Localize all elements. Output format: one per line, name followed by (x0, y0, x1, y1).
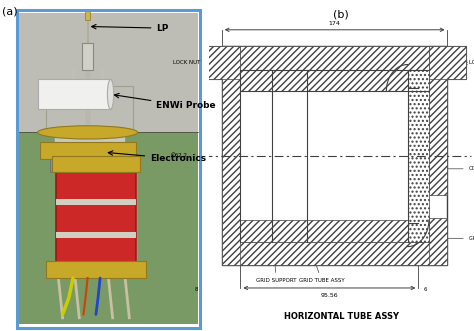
Text: GRID & COLLECTOR SUPPORT: GRID & COLLECTOR SUPPORT (414, 236, 474, 241)
Bar (46, 86, 134, 132)
Text: ARRCSTOR FOR COLLECTOR: ARRCSTOR FOR COLLECTOR (320, 57, 397, 67)
Bar (56, 232, 136, 238)
Text: GRID SUPPORT: GRID SUPPORT (256, 242, 297, 283)
Ellipse shape (37, 126, 137, 139)
Bar (56, 166, 136, 265)
Bar (222, 46, 447, 70)
Text: LP: LP (91, 24, 169, 33)
Text: 8: 8 (194, 287, 198, 292)
Text: LOCK NUT: LOCK NUT (173, 60, 201, 66)
Bar (52, 156, 140, 172)
Bar (17, 10, 200, 328)
Bar (40, 142, 136, 159)
Text: HORIZONTAL TUBE ASSY: HORIZONTAL TUBE ASSY (284, 312, 399, 321)
Bar (19, 13, 198, 132)
Text: (a): (a) (2, 7, 18, 17)
Text: (b): (b) (333, 10, 349, 20)
Bar (19, 132, 198, 324)
Text: ∅62.2: ∅62.2 (170, 153, 187, 158)
Bar (429, 46, 447, 195)
Ellipse shape (108, 79, 114, 109)
Bar (50, 146, 125, 172)
Bar (240, 70, 429, 91)
Bar (429, 218, 447, 265)
Bar (222, 46, 240, 265)
Bar (222, 242, 447, 265)
Bar (222, 46, 447, 265)
Text: 95.56: 95.56 (320, 293, 338, 298)
Bar (82, 43, 93, 70)
Text: GRID TUBE ASSY: GRID TUBE ASSY (299, 242, 345, 283)
Text: COLLECTOR: COLLECTOR (422, 166, 474, 171)
Bar (37, 79, 110, 109)
Bar (429, 46, 466, 79)
Bar (56, 199, 136, 205)
Text: 6: 6 (424, 287, 427, 292)
Bar (46, 261, 146, 278)
Bar (203, 46, 240, 79)
Bar (203, 46, 240, 79)
Text: ENWi Probe: ENWi Probe (115, 93, 216, 111)
Bar (54, 129, 125, 149)
Bar (85, 10, 90, 20)
Text: HORIZONTAL TUBE: HORIZONTAL TUBE (267, 57, 319, 67)
Text: Electronics: Electronics (108, 151, 206, 164)
Bar (240, 70, 429, 242)
Text: LOCK NUT: LOCK NUT (469, 60, 474, 66)
Bar (429, 46, 466, 79)
Text: 174: 174 (328, 22, 341, 26)
Bar (240, 220, 429, 242)
Bar (408, 70, 429, 242)
